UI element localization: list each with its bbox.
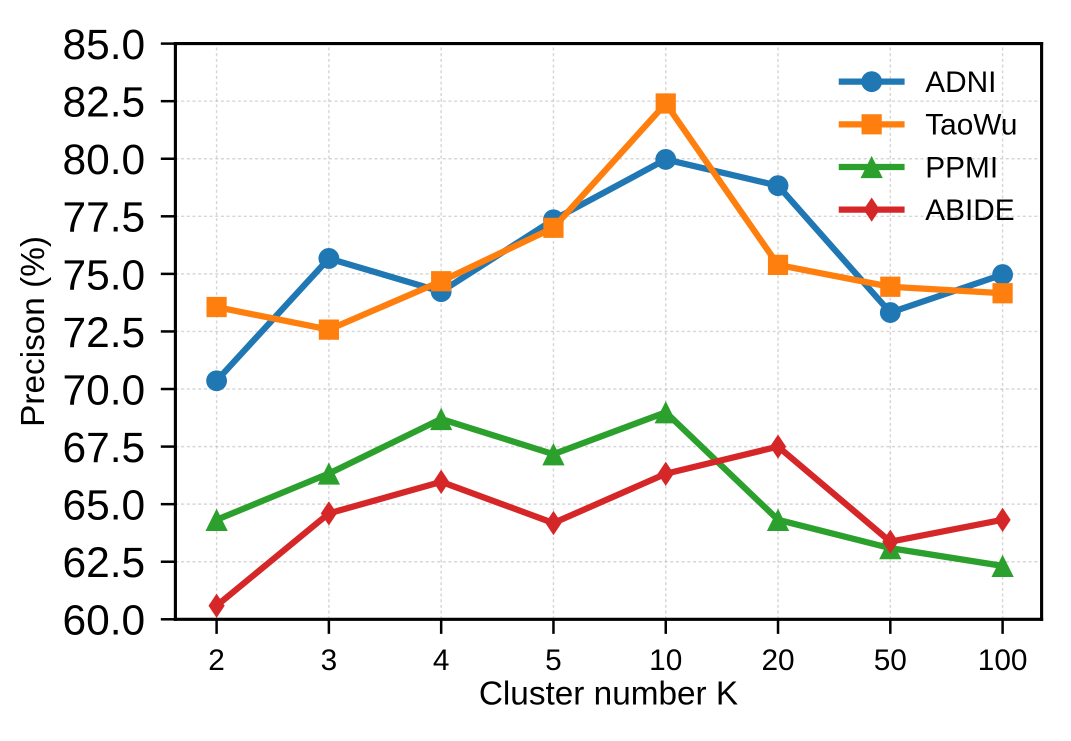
svg-text:Precison (%): Precison (%) [15,236,52,427]
svg-text:72.5: 72.5 [63,310,146,357]
svg-text:75.0: 75.0 [63,252,146,299]
svg-text:2: 2 [208,644,225,677]
svg-text:80.0: 80.0 [63,137,146,184]
svg-text:Cluster number K: Cluster number K [479,676,738,713]
svg-text:5: 5 [545,644,562,677]
svg-text:3: 3 [321,644,338,677]
svg-text:50: 50 [874,644,907,677]
svg-text:10: 10 [649,644,682,677]
svg-text:100: 100 [978,644,1028,677]
svg-text:20: 20 [761,644,794,677]
svg-text:70.0: 70.0 [63,367,146,414]
svg-text:77.5: 77.5 [63,195,146,242]
svg-text:ADNI: ADNI [925,66,996,99]
svg-text:62.5: 62.5 [63,540,146,587]
svg-text:60.0: 60.0 [63,598,146,645]
svg-text:85.0: 85.0 [63,22,146,69]
svg-text:ABIDE: ABIDE [925,194,1014,227]
svg-text:65.0: 65.0 [63,483,146,530]
svg-text:PPMI: PPMI [925,151,998,184]
svg-text:TaoWu: TaoWu [925,109,1017,142]
svg-text:67.5: 67.5 [63,425,146,472]
svg-text:82.5: 82.5 [63,80,146,127]
svg-text:4: 4 [433,644,450,677]
